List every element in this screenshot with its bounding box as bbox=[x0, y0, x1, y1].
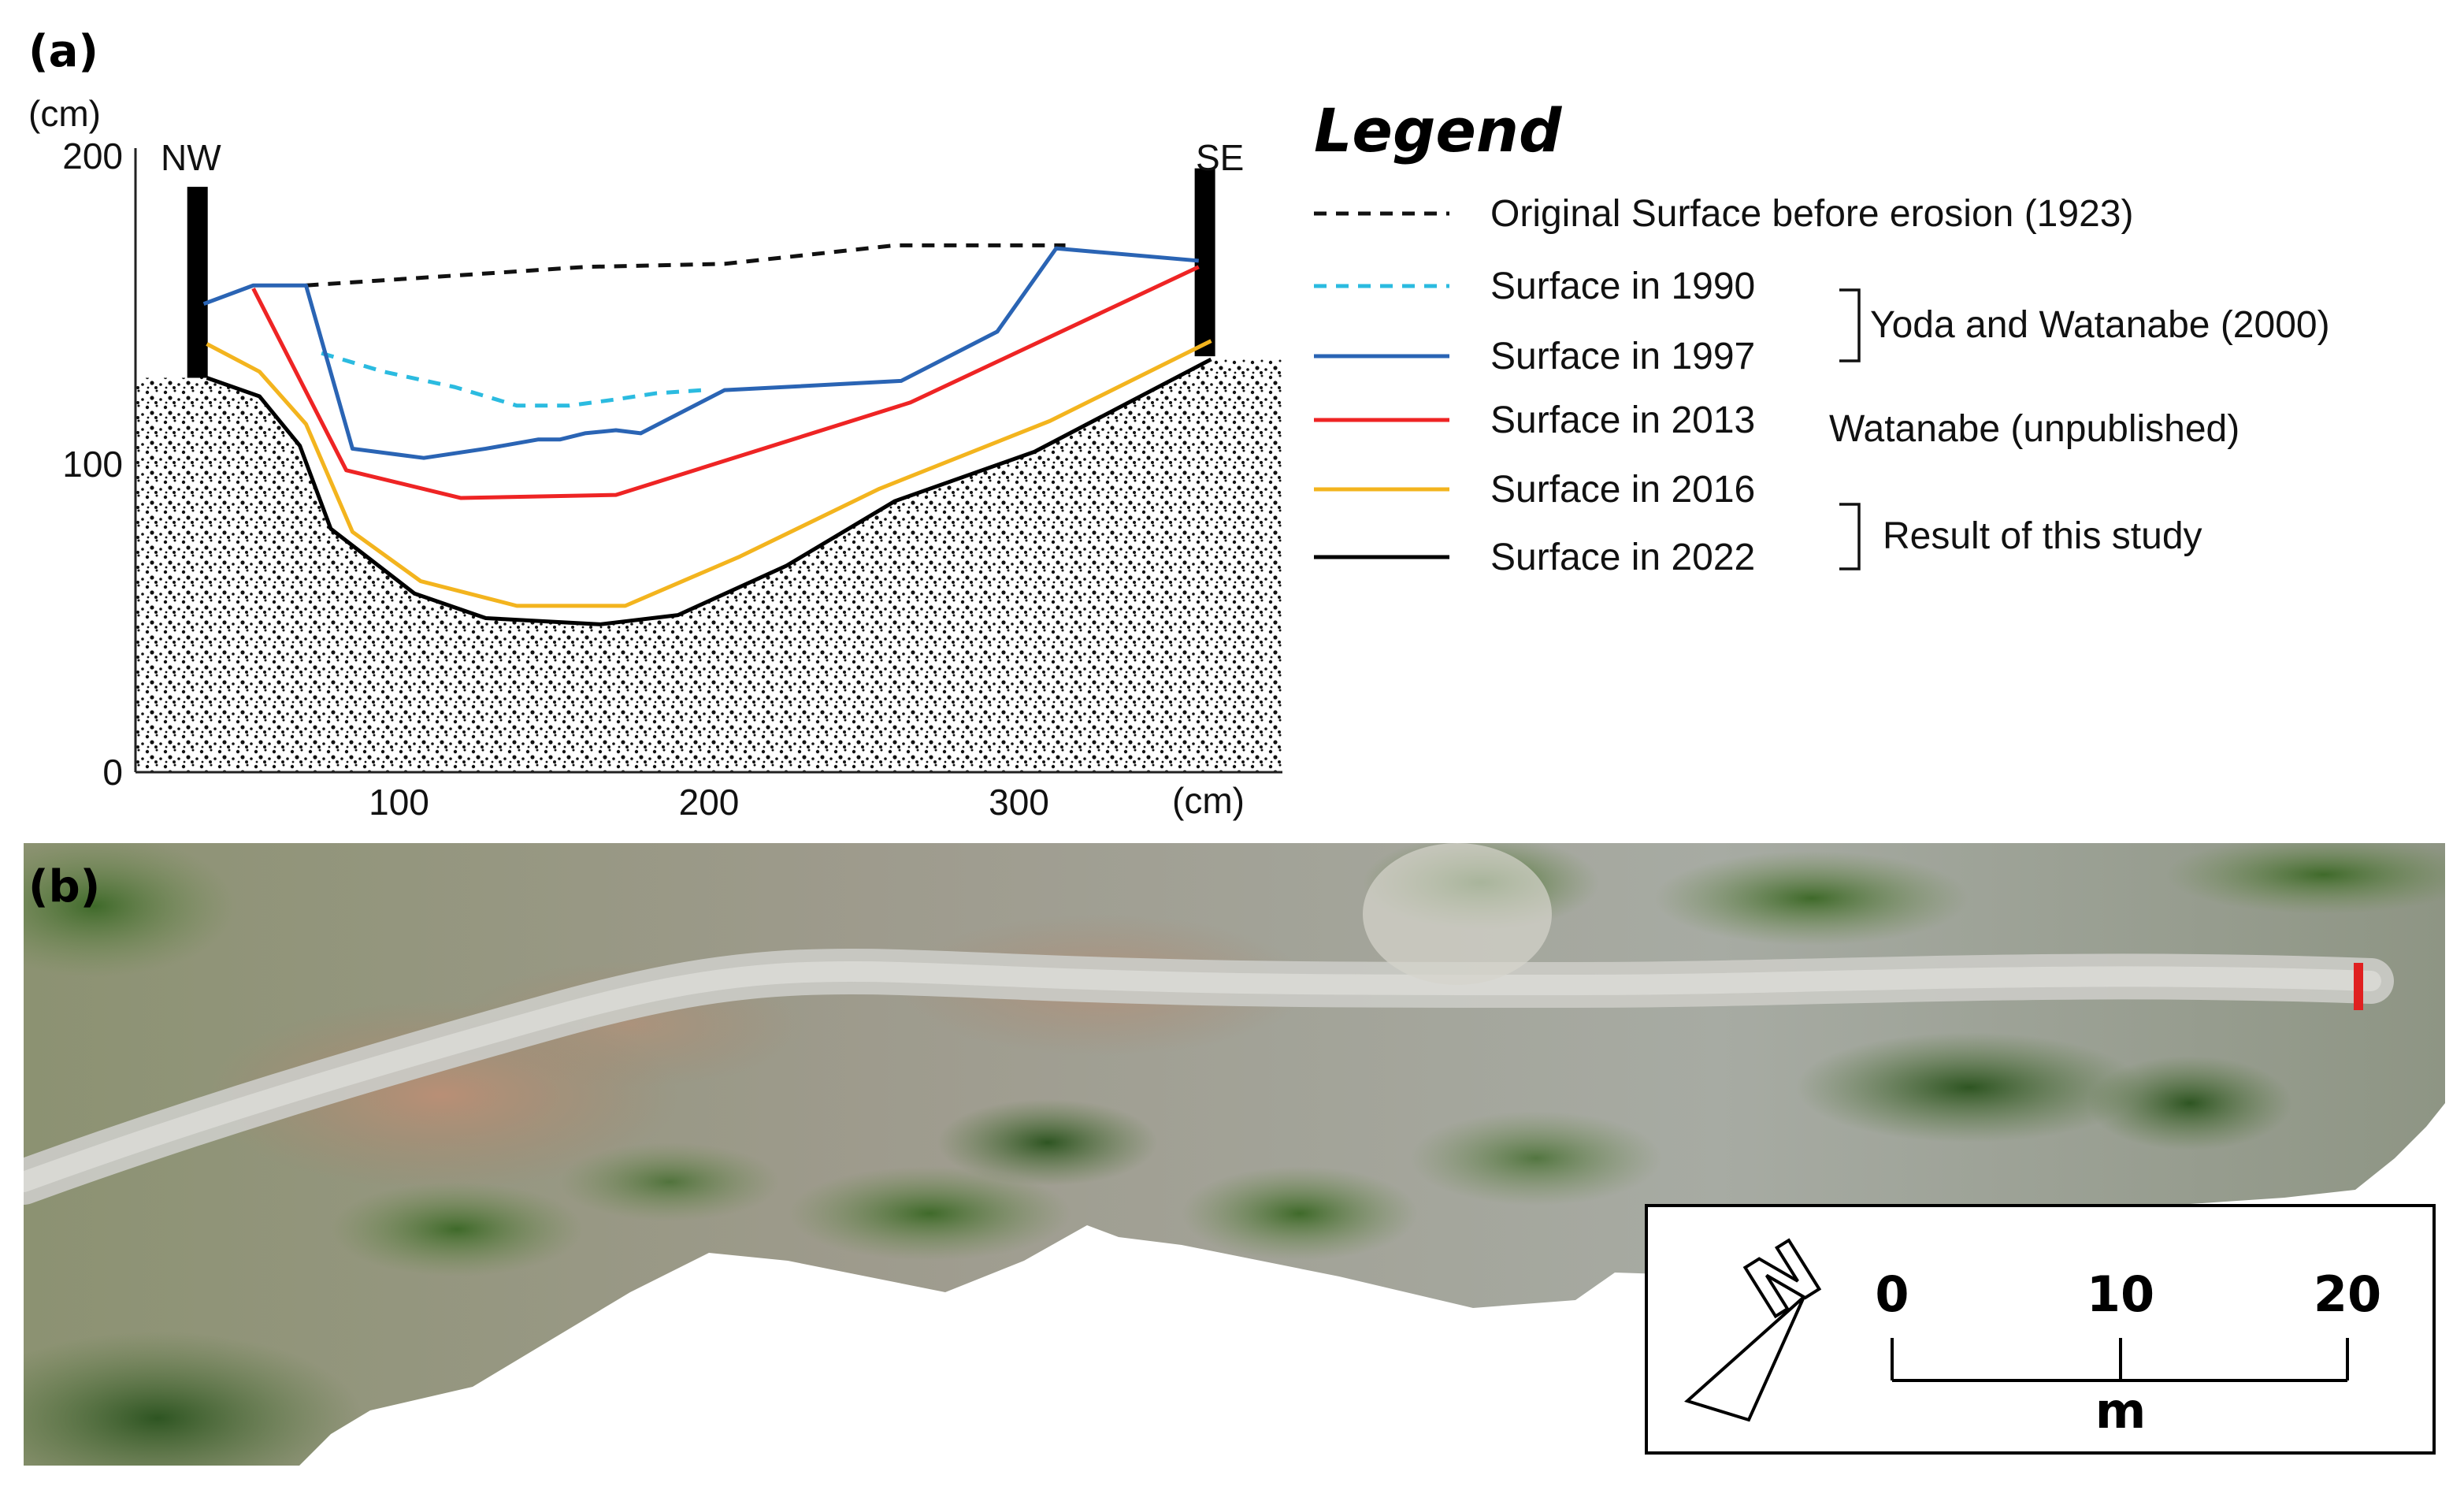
scale-box: N 0 10 20 m bbox=[1645, 1204, 2436, 1455]
legend-title: Legend bbox=[1314, 95, 1563, 165]
scale-label-0: 0 bbox=[1875, 1265, 1909, 1323]
cross-section-chart: 100 200 300 0 100 200 (cm) (cm) NW SE bbox=[28, 93, 1282, 823]
y-unit-label: (cm) bbox=[28, 93, 101, 134]
x-unit-label: (cm) bbox=[1172, 780, 1245, 821]
legend-label-surface-in-1990: Surface in 1990 bbox=[1490, 266, 1755, 307]
panel-a-label: (a) bbox=[28, 26, 98, 77]
series-surface-in-2013 bbox=[251, 265, 1200, 500]
legend-items: Original Surface before erosion (1923) Su… bbox=[1314, 193, 2133, 578]
y-tick-label: 200 bbox=[62, 136, 123, 176]
series-original-surface-before-erosion-1923 bbox=[306, 243, 1066, 288]
bracket-yoda bbox=[1839, 288, 1861, 362]
scale-label-10: 10 bbox=[2087, 1265, 2154, 1323]
x-tick-label: 100 bbox=[369, 782, 429, 823]
y-tick-label: 100 bbox=[62, 444, 123, 485]
legend-label-surface-in-2013: Surface in 2013 bbox=[1490, 399, 1755, 441]
se-label: SE bbox=[1196, 137, 1244, 178]
panel-b-label: (b) bbox=[28, 861, 100, 912]
scale-label-20: 20 bbox=[2314, 1265, 2381, 1323]
nw-label: NW bbox=[161, 137, 221, 178]
legend-label-surface-in-2022: Surface in 2022 bbox=[1490, 537, 1755, 578]
tick-labels: 100 200 300 0 100 200 bbox=[62, 136, 1049, 823]
stakes bbox=[187, 168, 1215, 378]
series-surface-in-2016 bbox=[206, 339, 1212, 608]
series-lines bbox=[202, 243, 1212, 626]
red-marker bbox=[2354, 963, 2363, 1010]
ground-stipple bbox=[135, 359, 1282, 772]
series-surface-in-2022 bbox=[206, 357, 1212, 626]
north-arrow-icon bbox=[1684, 1295, 1805, 1422]
stake-nw bbox=[187, 187, 208, 378]
group-yoda-label: Yoda and Watanabe (2000) bbox=[1870, 304, 2330, 346]
x-tick-label: 200 bbox=[679, 782, 740, 823]
series-surface-in-1990 bbox=[321, 351, 703, 408]
group-watanabe-label: Watanabe (unpublished) bbox=[1829, 408, 2239, 450]
x-tick-label: 300 bbox=[989, 782, 1049, 823]
legend: Legend Original Surface before erosion (… bbox=[1314, 95, 2330, 578]
group-study-label: Result of this study bbox=[1883, 515, 2202, 557]
legend-label-original-surface-before-erosion-1923: Original Surface before erosion (1923) bbox=[1490, 193, 2133, 235]
scale-unit: m bbox=[2095, 1382, 2147, 1440]
series-surface-in-1997 bbox=[202, 246, 1199, 460]
bracket-study bbox=[1839, 503, 1861, 570]
legend-label-surface-in-1997: Surface in 1997 bbox=[1490, 336, 1755, 377]
legend-label-surface-in-2016: Surface in 2016 bbox=[1490, 469, 1755, 511]
y-tick-label: 0 bbox=[102, 752, 123, 793]
